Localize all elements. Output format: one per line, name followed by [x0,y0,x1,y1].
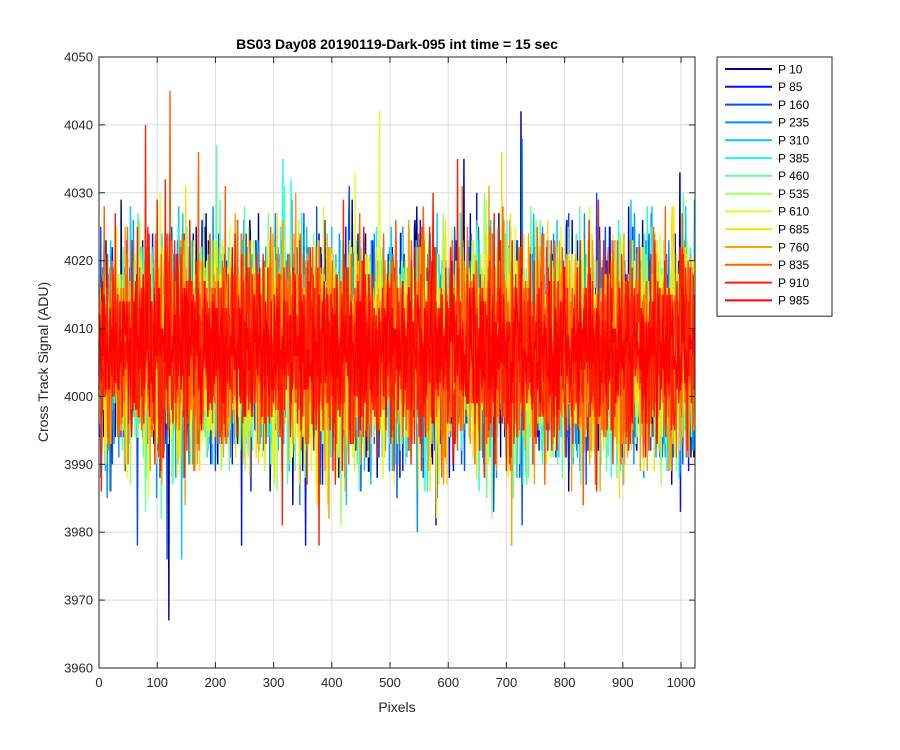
x-tick-label: 100 [146,675,168,690]
legend-entry-label: P 160 [778,98,809,112]
x-tick-label: 900 [612,675,634,690]
y-tick-label: 3960 [64,661,93,676]
legend-entry-label: P 985 [778,294,809,308]
y-tick-label: 4010 [64,321,93,336]
y-tick-label: 3980 [64,525,93,540]
plot-frame [98,56,696,669]
x-tick-label: 500 [379,675,401,690]
y-tick-label: 4050 [64,50,93,65]
legend-entry-label: P 10 [778,62,803,76]
legend: P 10 P 85 P 160 P 235 P 310 P 385 P 460 P 535 P … [716,56,833,317]
y-tick-label: 3990 [64,457,93,472]
y-tick-label: 4030 [64,185,93,200]
y-tick-label: 3970 [64,593,93,608]
x-axis-label: Pixels [378,699,415,715]
legend-entry-label: P 385 [778,151,809,165]
legend-entry-label: P 535 [778,187,809,201]
legend-entry-label: P 310 [778,134,809,148]
x-tick-label: 600 [437,675,459,690]
x-tick-label: 1000 [667,675,696,690]
legend-entry-label: P 610 [778,205,809,219]
series-line-p-985 [98,226,696,458]
x-tick-label: 400 [321,675,343,690]
legend-entry-label: P 85 [778,80,803,94]
chart-title: BS03 Day08 20190119-Dark-095 int time = … [236,36,558,52]
y-tick-label: 4000 [64,389,93,404]
series-lines [98,90,696,621]
legend-entry-label: P 685 [778,223,809,237]
x-tick-label: 800 [554,675,576,690]
legend-entry-label: P 460 [778,169,809,183]
y-axis-label: Cross Track Signal (ADU) [35,282,51,442]
x-tick-label: 0 [95,675,102,690]
x-tick-label: 200 [205,675,227,690]
x-tick-label: 700 [496,675,518,690]
legend-entry-label: P 835 [778,258,809,272]
legend-entry-label: P 760 [778,240,809,254]
y-tick-label: 4040 [64,117,93,132]
axis-ticks: 0 100 200 300 400 500 600 700 800 900 1000 3960 3970… [64,50,695,691]
x-tick-label: 300 [263,675,285,690]
y-tick-label: 4020 [64,253,93,268]
legend-box [716,56,833,317]
legend-entry-label: P 235 [778,116,809,130]
legend-entry-label: P 910 [778,276,809,290]
